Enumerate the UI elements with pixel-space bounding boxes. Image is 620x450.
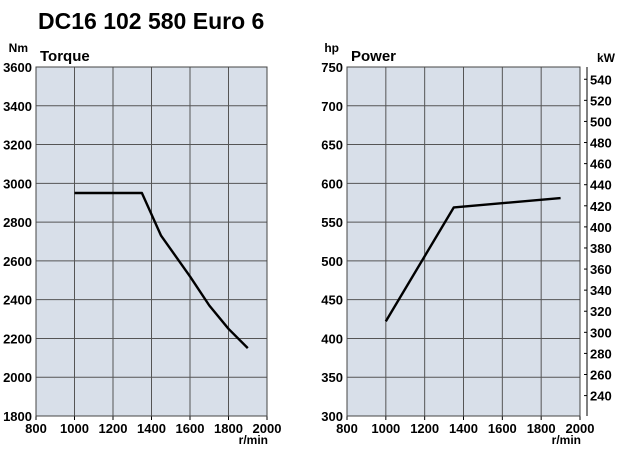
power-y-tick-label: 450 [321, 293, 343, 308]
torque-x-tick-label: 2000 [253, 421, 282, 436]
power-kw-tick-label: 260 [590, 368, 612, 383]
power-y-tick-label: 650 [321, 138, 343, 153]
power-kw-tick-label: 340 [590, 283, 612, 298]
power-kw-tick-label: 360 [590, 262, 612, 277]
power-kw-tick-label: 420 [590, 199, 612, 214]
power-curve [384, 196, 561, 323]
power-kw-tick-label: 400 [590, 220, 612, 235]
torque-plot-border [35, 66, 268, 417]
power-chart-title: Power [351, 48, 396, 65]
power-x-tick-label: 2000 [566, 421, 595, 436]
power-kw-tick-label: 520 [590, 93, 612, 108]
power-y-tick-label: 500 [321, 254, 343, 269]
torque-curve [74, 191, 249, 349]
torque-y-tick-label: 2800 [3, 215, 32, 230]
torque-x-tick-label: 1400 [137, 421, 166, 436]
power-kw-tick-label: 240 [590, 389, 612, 404]
torque-x-tick-label: 1200 [99, 421, 128, 436]
power-x-tick-label: 1000 [371, 421, 400, 436]
power-kw-tick-label: 280 [590, 346, 612, 361]
torque-y-tick-label: 2200 [3, 331, 32, 346]
torque-x-unit-label: r/min [239, 433, 268, 447]
power-y-tick-label: 400 [321, 331, 343, 346]
power-x-tick-label: 1400 [449, 421, 478, 436]
power-kw-tick-label: 320 [590, 304, 612, 319]
power-y-tick-label: 750 [321, 60, 343, 75]
torque-x-tick-label: 800 [25, 421, 47, 436]
power-kw-tick-label: 380 [590, 241, 612, 256]
power-x-tick-label: 1800 [527, 421, 556, 436]
power-kw-tick-label: 460 [590, 157, 612, 172]
power-kw-tick-label: 500 [590, 114, 612, 129]
page-title: DC16 102 580 Euro 6 [38, 8, 265, 34]
torque-y-tick-label: 3600 [3, 60, 32, 75]
power-y-tick-label: 700 [321, 99, 343, 114]
torque-x-tick-label: 1600 [176, 421, 205, 436]
power-y-tick-label: 550 [321, 215, 343, 230]
torque-y-tick-label: 2000 [3, 370, 32, 385]
torque-x-tick-label: 1800 [214, 421, 243, 436]
torque-x-tick-label: 1000 [60, 421, 89, 436]
torque-y-tick-label: 2600 [3, 254, 32, 269]
torque-y-tick-label: 3200 [3, 138, 32, 153]
power-x-tick-label: 800 [336, 421, 358, 436]
power-y-tick-label: 300 [321, 409, 343, 424]
torque-y-unit-label: Nm [9, 41, 28, 55]
power-kw-tick-label: 300 [590, 325, 612, 340]
power-x-unit-label: r/min [552, 433, 581, 447]
power-kw-tick-label: 480 [590, 136, 612, 151]
torque-y-tick-label: 3400 [3, 99, 32, 114]
torque-y-tick-label: 2400 [3, 293, 32, 308]
power-y-tick-label: 600 [321, 176, 343, 191]
torque-y-tick-label: 1800 [3, 409, 32, 424]
power-y-tick-label: 350 [321, 370, 343, 385]
power-kw-unit-label: kW [597, 51, 616, 65]
power-plot-border [346, 66, 581, 417]
torque-y-tick-label: 3000 [3, 176, 32, 191]
torque-chart-title: Torque [40, 48, 90, 65]
power-kw-tick-label: 440 [590, 178, 612, 193]
power-x-tick-label: 1200 [410, 421, 439, 436]
power-x-tick-label: 1600 [488, 421, 517, 436]
power-kw-tick-label: 540 [590, 72, 612, 87]
power-y-unit-label: hp [324, 41, 339, 55]
